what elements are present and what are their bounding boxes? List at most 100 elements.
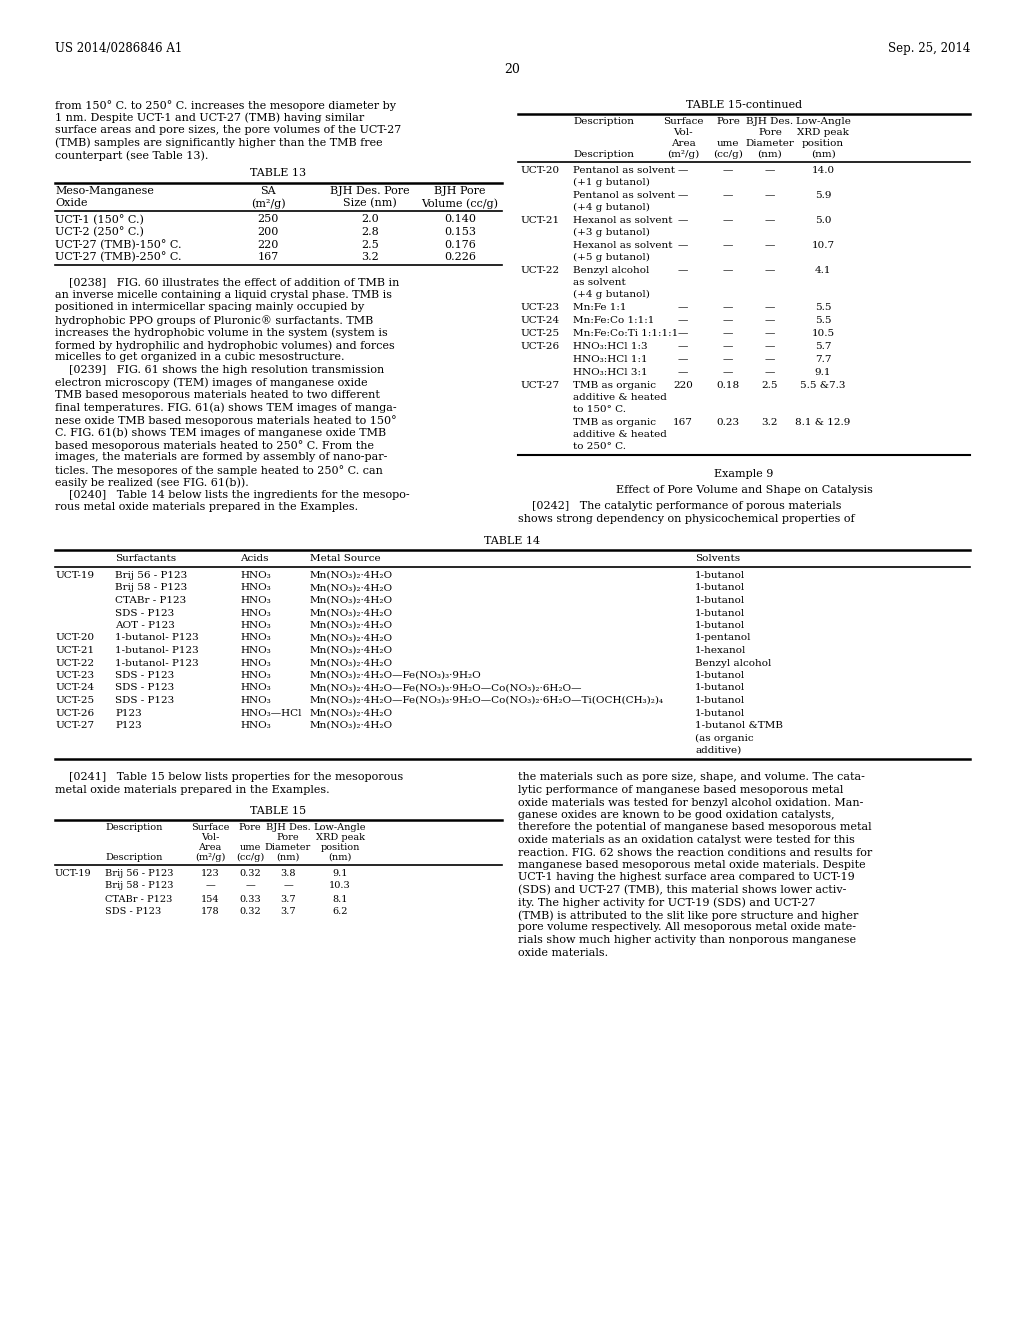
Text: UCT-21: UCT-21 [55, 645, 94, 655]
Text: to 150° C.: to 150° C. [573, 405, 626, 414]
Text: UCT-2 (250° C.): UCT-2 (250° C.) [55, 227, 144, 238]
Text: —: — [678, 315, 688, 325]
Text: hydrophobic PPO groups of Pluronic® surfactants. TMB: hydrophobic PPO groups of Pluronic® surf… [55, 315, 374, 326]
Text: (m²/g): (m²/g) [195, 853, 225, 862]
Text: Surface: Surface [663, 117, 703, 125]
Text: images, the materials are formed by assembly of nano-par-: images, the materials are formed by asse… [55, 453, 387, 462]
Text: Mn(NO₃)₂·4H₂O—Fe(NO₃)₃·9H₂O—Co(NO₃)₂·6H₂O—: Mn(NO₃)₂·4H₂O—Fe(NO₃)₃·9H₂O—Co(NO₃)₂·6H₂… [310, 684, 583, 693]
Text: rials show much higher activity than nonporous manganese: rials show much higher activity than non… [518, 935, 856, 945]
Text: UCT-26: UCT-26 [520, 342, 559, 351]
Text: Surfactants: Surfactants [115, 554, 176, 564]
Text: oxide materials.: oxide materials. [518, 948, 608, 957]
Text: as solvent: as solvent [573, 279, 626, 286]
Text: UCT-21: UCT-21 [520, 216, 559, 224]
Text: —: — [765, 216, 775, 224]
Text: 3.7: 3.7 [281, 908, 296, 916]
Text: Example 9: Example 9 [715, 469, 774, 479]
Text: micelles to get organized in a cubic mesostructure.: micelles to get organized in a cubic mes… [55, 352, 344, 363]
Text: Low-Angle: Low-Angle [795, 117, 851, 125]
Text: HNO₃: HNO₃ [240, 645, 270, 655]
Text: 0.18: 0.18 [717, 381, 739, 389]
Text: additive & heated: additive & heated [573, 393, 667, 403]
Text: Pore: Pore [758, 128, 782, 137]
Text: —: — [723, 166, 733, 176]
Text: Hexanol as solvent: Hexanol as solvent [573, 242, 673, 249]
Text: to 250° C.: to 250° C. [573, 442, 626, 451]
Text: 1 nm. Despite UCT-1 and UCT-27 (TMB) having similar: 1 nm. Despite UCT-1 and UCT-27 (TMB) hav… [55, 112, 365, 123]
Text: 0.33: 0.33 [240, 895, 261, 903]
Text: Mn(NO₃)₂·4H₂O: Mn(NO₃)₂·4H₂O [310, 721, 393, 730]
Text: Benzyl alcohol: Benzyl alcohol [573, 267, 649, 275]
Text: 167: 167 [257, 252, 279, 261]
Text: ganese oxides are known to be good oxidation catalysts,: ganese oxides are known to be good oxida… [518, 810, 835, 820]
Text: UCT-27: UCT-27 [520, 381, 559, 389]
Text: TABLE 15: TABLE 15 [251, 805, 306, 816]
Text: —: — [723, 242, 733, 249]
Text: Volume (cc/g): Volume (cc/g) [422, 198, 499, 209]
Text: UCT-22: UCT-22 [520, 267, 559, 275]
Text: 1-pentanol: 1-pentanol [695, 634, 752, 643]
Text: 123: 123 [201, 869, 219, 878]
Text: 1-butanol: 1-butanol [695, 684, 745, 693]
Text: position: position [802, 139, 844, 148]
Text: pore volume respectively. All mesoporous metal oxide mate-: pore volume respectively. All mesoporous… [518, 923, 856, 932]
Text: based mesoporous materials heated to 250° C. From the: based mesoporous materials heated to 250… [55, 440, 374, 451]
Text: reaction. FIG. 62 shows the reaction conditions and results for: reaction. FIG. 62 shows the reaction con… [518, 847, 872, 858]
Text: Sep. 25, 2014: Sep. 25, 2014 [888, 42, 970, 55]
Text: 1-butanol: 1-butanol [695, 572, 745, 579]
Text: (SDS) and UCT-27 (TMB), this material shows lower activ-: (SDS) and UCT-27 (TMB), this material sh… [518, 884, 847, 895]
Text: 5.0: 5.0 [815, 216, 831, 224]
Text: Mn(NO₃)₂·4H₂O: Mn(NO₃)₂·4H₂O [310, 583, 393, 593]
Text: (as organic: (as organic [695, 734, 754, 743]
Text: Area: Area [199, 842, 221, 851]
Text: Oxide: Oxide [55, 198, 87, 209]
Text: —: — [678, 166, 688, 176]
Text: Vol-: Vol- [673, 128, 693, 137]
Text: 7.7: 7.7 [815, 355, 831, 364]
Text: Hexanol as solvent: Hexanol as solvent [573, 216, 673, 224]
Text: HNO₃: HNO₃ [240, 572, 270, 579]
Text: —: — [678, 267, 688, 275]
Text: —: — [723, 342, 733, 351]
Text: SA: SA [260, 186, 275, 195]
Text: 167: 167 [673, 418, 693, 426]
Text: (+5 g butanol): (+5 g butanol) [573, 253, 650, 263]
Text: HNO₃: HNO₃ [240, 620, 270, 630]
Text: ity. The higher activity for UCT-19 (SDS) and UCT-27: ity. The higher activity for UCT-19 (SDS… [518, 898, 815, 908]
Text: from 150° C. to 250° C. increases the mesopore diameter by: from 150° C. to 250° C. increases the me… [55, 100, 396, 111]
Text: Mn:Fe:Co:Ti 1:1:1:1: Mn:Fe:Co:Ti 1:1:1:1 [573, 329, 678, 338]
Text: ume: ume [717, 139, 739, 148]
Text: 3.2: 3.2 [762, 418, 778, 426]
Text: Pore: Pore [716, 117, 740, 125]
Text: 9.1: 9.1 [815, 368, 831, 378]
Text: 2.0: 2.0 [361, 214, 379, 224]
Text: (m²/g): (m²/g) [667, 150, 699, 160]
Text: —: — [723, 304, 733, 312]
Text: —: — [765, 342, 775, 351]
Text: ume: ume [240, 842, 261, 851]
Text: 10.3: 10.3 [329, 882, 351, 891]
Text: P123: P123 [115, 709, 141, 718]
Text: Pore: Pore [239, 822, 261, 832]
Text: 220: 220 [673, 381, 693, 389]
Text: shows strong dependency on physicochemical properties of: shows strong dependency on physicochemic… [518, 513, 855, 524]
Text: UCT-20: UCT-20 [520, 166, 559, 176]
Text: UCT-25: UCT-25 [55, 696, 94, 705]
Text: (+4 g butanol): (+4 g butanol) [573, 290, 650, 300]
Text: —: — [678, 342, 688, 351]
Text: C. FIG. 61(b) shows TEM images of manganese oxide TMB: C. FIG. 61(b) shows TEM images of mangan… [55, 428, 386, 438]
Text: rous metal oxide materials prepared in the Examples.: rous metal oxide materials prepared in t… [55, 503, 358, 512]
Text: Mn(NO₃)₂·4H₂O—Fe(NO₃)₃·9H₂O: Mn(NO₃)₂·4H₂O—Fe(NO₃)₃·9H₂O [310, 671, 481, 680]
Text: easily be realized (see FIG. 61(b)).: easily be realized (see FIG. 61(b)). [55, 478, 249, 488]
Text: —: — [765, 315, 775, 325]
Text: (nm): (nm) [329, 853, 351, 862]
Text: 200: 200 [257, 227, 279, 238]
Text: 5.9: 5.9 [815, 191, 831, 201]
Text: 2.5: 2.5 [361, 239, 379, 249]
Text: —: — [678, 304, 688, 312]
Text: Effect of Pore Volume and Shape on Catalysis: Effect of Pore Volume and Shape on Catal… [615, 484, 872, 495]
Text: Diameter: Diameter [265, 842, 311, 851]
Text: —: — [723, 216, 733, 224]
Text: AOT - P123: AOT - P123 [115, 620, 175, 630]
Text: 220: 220 [257, 239, 279, 249]
